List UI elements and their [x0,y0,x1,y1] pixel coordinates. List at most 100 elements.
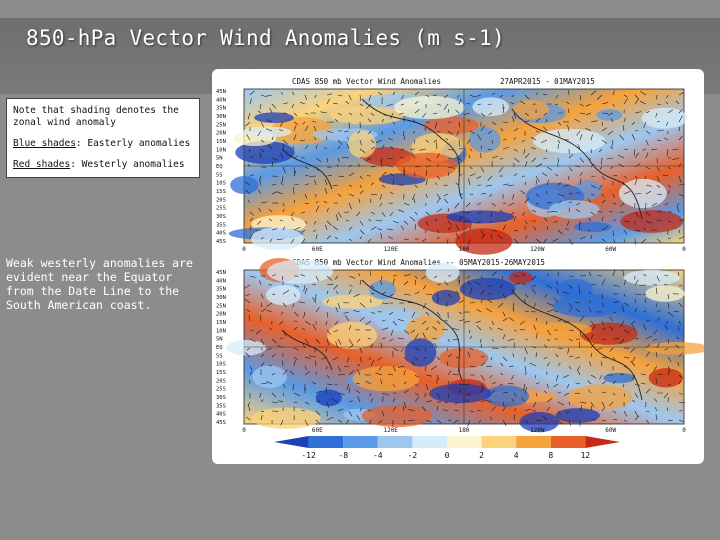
wind-vector [337,338,342,345]
wind-vector [348,226,353,231]
wind-vector [502,392,509,394]
lat-tick-label: 30N [216,295,226,301]
wind-vector [458,389,461,394]
wind-vector [447,109,450,114]
wind-vector [259,103,262,110]
wind-vector [257,220,262,225]
lat-tick-label: 10S [216,181,226,187]
wind-vector [519,329,526,331]
wind-vector [546,226,549,231]
wind-vector [555,103,559,106]
wind-vector [436,236,440,240]
anomaly-blob [468,127,501,153]
wind-vector [326,175,332,177]
lat-tick-label: EQ [216,345,223,351]
wind-vector [556,374,559,382]
wind-vector [524,347,528,355]
wind-vector [359,190,364,195]
wind-vector [453,419,460,423]
wind-vector [502,293,507,300]
anomaly-blob [648,368,683,388]
wind-vector [414,224,416,231]
wind-vector [609,347,614,352]
wind-vector [369,271,372,277]
wind-vector [623,302,630,307]
wind-vector [601,293,603,300]
wind-vector [271,293,276,296]
wind-vector [444,401,449,404]
wind-vector [540,139,548,144]
wind-vector [601,102,609,105]
wind-vector [245,121,251,127]
wind-vector [477,103,482,106]
colorbar-swatch [516,436,551,448]
wind-vector [269,238,273,243]
wind-vector [244,181,251,186]
colorbar-swatch [308,436,344,448]
wind-vector [653,365,658,371]
colorbar-tick-label: 4 [514,451,519,460]
wind-vector [612,284,620,287]
wind-vector [436,311,441,317]
wind-vector [522,211,526,216]
wind-vector [315,410,321,416]
wind-vector [381,184,386,188]
anomaly-blob [532,322,593,337]
wind-vector [282,226,286,231]
wind-vector [645,166,651,170]
wind-vector [490,211,493,218]
wind-vector [480,386,484,394]
wind-vector [403,389,409,394]
wind-vector [381,292,387,295]
wind-vector [640,238,647,244]
wind-vector [282,302,287,307]
wind-vector [588,217,592,222]
wind-vector [348,94,352,101]
wind-vector [667,184,672,189]
wind-vector [353,310,361,313]
wind-vector [309,355,317,358]
wind-vector [655,287,658,295]
wind-vector [601,419,607,422]
wind-vector [249,365,253,371]
wind-vector [325,347,328,352]
wind-vector [574,118,581,123]
lat-tick-label: 5N [216,156,223,162]
wind-vector [246,134,251,141]
wind-vector [488,292,493,295]
wind-vector [487,130,493,135]
wind-vector [259,178,262,186]
wind-vector [421,320,427,325]
wind-vector [468,178,471,186]
wind-vector [524,408,532,412]
wind-vector [292,383,295,391]
wind-vector [365,103,372,109]
wind-vector [293,293,296,297]
wind-vector [447,419,452,422]
wind-vector [457,94,460,98]
wind-vector [576,202,581,206]
colorbar-tick-label: 0 [445,451,450,460]
wind-vector [542,415,548,421]
wind-vector [491,202,496,207]
wind-vector [545,320,548,325]
wind-vector [645,190,652,195]
wind-vector [469,347,474,351]
wind-vector [467,351,471,358]
wind-vector [513,136,516,141]
wind-vector [519,320,526,325]
wind-vector [480,145,483,150]
wind-vector [667,220,672,223]
anomaly-blob [618,178,667,209]
wind-vector [667,356,672,363]
wind-vector [392,179,394,186]
wind-vector [664,325,669,331]
wind-vector [502,317,508,322]
wind-vector [489,374,493,379]
wind-vector [312,323,317,331]
wind-vector [312,284,317,286]
wind-vector [436,297,440,304]
wind-vector [530,284,537,288]
wind-vector [247,164,251,168]
lat-tick-label: 30N [216,114,226,120]
